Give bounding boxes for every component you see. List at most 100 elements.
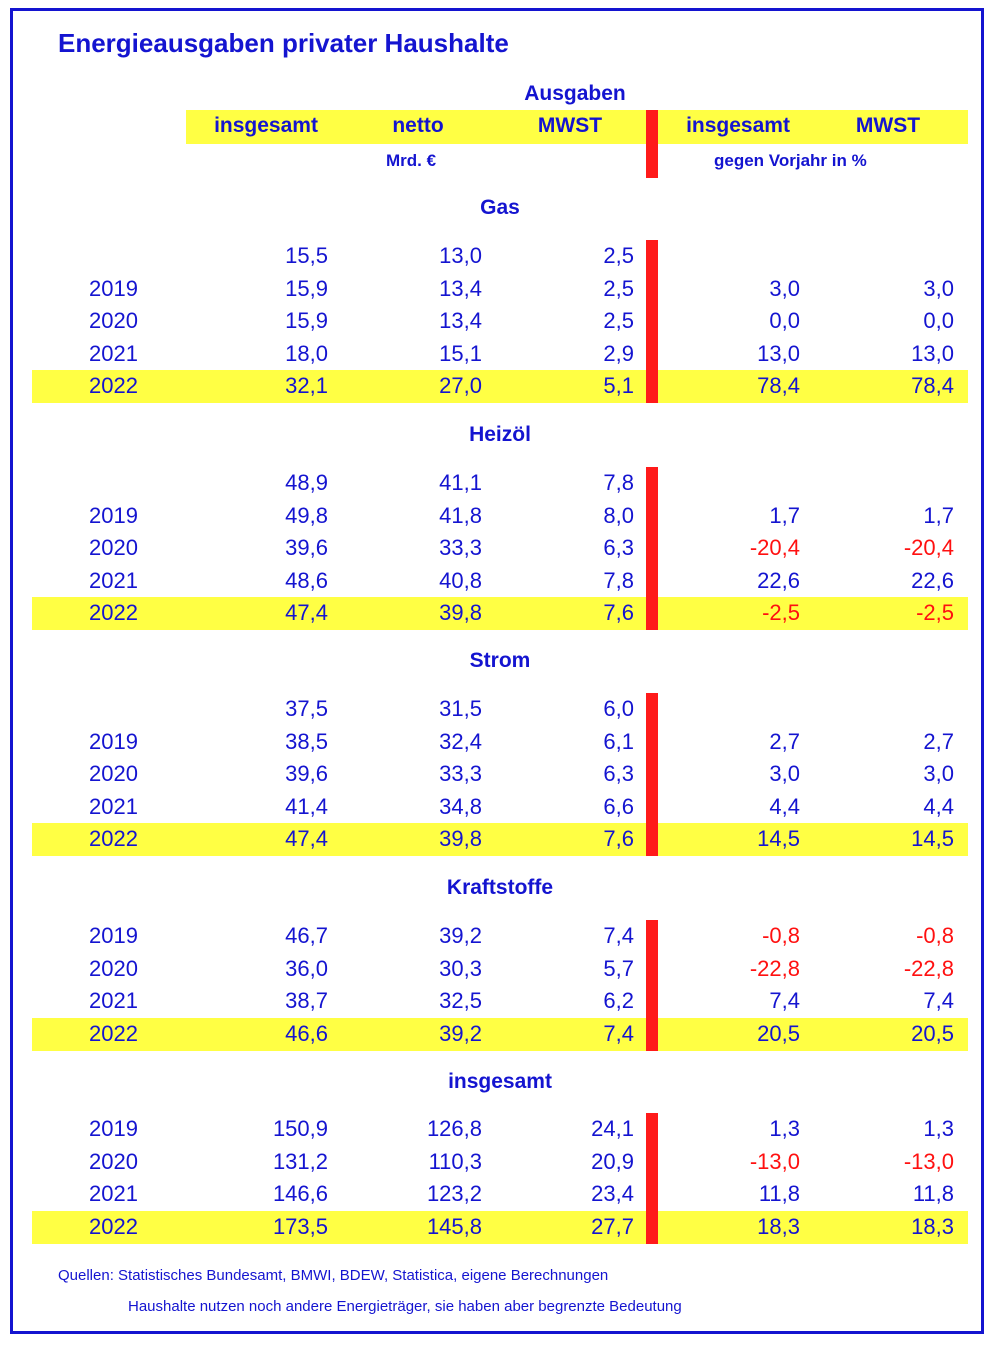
year-cell: 2020 <box>89 535 138 560</box>
table-row: 2020 131,2 110,3 20,9 -13,0 -13,0 <box>0 1146 998 1178</box>
pct-insgesamt-cell: 22,6 <box>757 568 800 593</box>
pct-insgesamt-cell: 2,7 <box>769 729 800 754</box>
insgesamt-cell: 48,6 <box>285 568 328 593</box>
table-row: 15,5 13,0 2,5 <box>0 240 998 272</box>
insgesamt-cell: 32,1 <box>285 373 328 398</box>
table-row: 2021 18,0 15,1 2,9 13,0 13,0 <box>0 338 998 370</box>
netto-cell: 39,2 <box>439 1021 482 1046</box>
year-cell: 2019 <box>89 276 138 301</box>
year-cell: 2020 <box>89 761 138 786</box>
netto-cell: 13,4 <box>439 308 482 333</box>
header-col-mwst: MWST <box>537 114 603 137</box>
highlight-band <box>32 823 968 856</box>
insgesamt-cell: 39,6 <box>285 535 328 560</box>
pct-mwst-cell: -13,0 <box>903 1149 954 1174</box>
highlight-band <box>32 370 968 403</box>
mwst-cell: 7,4 <box>603 1021 634 1046</box>
section-title: Strom <box>469 649 531 672</box>
insgesamt-cell: 150,9 <box>272 1116 328 1141</box>
page-frame <box>10 8 984 1334</box>
pct-insgesamt-cell: -0,8 <box>762 923 800 948</box>
netto-cell: 39,2 <box>439 923 482 948</box>
pct-mwst-cell: 18,3 <box>911 1214 954 1239</box>
table-row: 2022 46,6 39,2 7,4 20,5 20,5 <box>0 1018 998 1050</box>
table-row: 2021 48,6 40,8 7,8 22,6 22,6 <box>0 565 998 597</box>
pct-insgesamt-cell: 1,3 <box>769 1116 800 1141</box>
pct-insgesamt-cell: 11,8 <box>758 1181 800 1206</box>
mwst-cell: 6,3 <box>603 761 634 786</box>
pct-mwst-cell: 0,0 <box>923 308 954 333</box>
mwst-cell: 7,6 <box>603 826 634 851</box>
year-cell: 2019 <box>89 729 138 754</box>
pct-mwst-cell: 13,0 <box>911 341 954 366</box>
divider-bar <box>646 370 658 403</box>
pct-insgesamt-cell: 4,4 <box>769 794 800 819</box>
divider-bar <box>646 693 658 856</box>
insgesamt-cell: 15,9 <box>285 276 328 301</box>
mwst-cell: 2,5 <box>603 243 634 268</box>
pct-insgesamt-cell: 0,0 <box>769 308 800 333</box>
netto-cell: 39,8 <box>439 826 482 851</box>
table-row: 2022 47,4 39,8 7,6 14,5 14,5 <box>0 823 998 855</box>
netto-cell: 123,2 <box>426 1181 482 1206</box>
year-cell: 2021 <box>89 794 138 819</box>
mwst-cell: 2,5 <box>603 308 634 333</box>
mwst-cell: 8,0 <box>603 503 634 528</box>
table-row: 2021 38,7 32,5 6,2 7,4 7,4 <box>0 985 998 1017</box>
pct-mwst-cell: -20,4 <box>903 535 954 560</box>
pct-mwst-cell: 1,7 <box>923 503 954 528</box>
table-row: 2020 39,6 33,3 6,3 3,0 3,0 <box>0 758 998 790</box>
mwst-cell: 5,7 <box>603 956 634 981</box>
insgesamt-cell: 49,8 <box>285 503 328 528</box>
divider-bar <box>646 1113 658 1243</box>
year-cell: 2019 <box>89 1116 138 1141</box>
insgesamt-cell: 173,5 <box>272 1214 328 1239</box>
section-title: insgesamt <box>448 1070 552 1093</box>
section-title: Heizöl <box>469 423 531 446</box>
insgesamt-cell: 36,0 <box>285 956 328 981</box>
insgesamt-cell: 131,2 <box>272 1149 328 1174</box>
insgesamt-cell: 38,7 <box>285 988 328 1013</box>
year-cell: 2021 <box>89 988 138 1013</box>
netto-cell: 33,3 <box>439 761 482 786</box>
netto-cell: 15,1 <box>439 341 482 366</box>
pct-mwst-cell: 1,3 <box>923 1116 954 1141</box>
table-row: 2022 47,4 39,8 7,6 -2,5 -2,5 <box>0 597 998 629</box>
pct-mwst-cell: 78,4 <box>911 373 954 398</box>
year-cell: 2020 <box>89 308 138 333</box>
header-col-pct-insgesamt: insgesamt <box>686 114 790 137</box>
header-divider-bar <box>646 110 658 178</box>
mwst-cell: 7,4 <box>603 923 634 948</box>
mwst-cell: 5,1 <box>603 373 634 398</box>
insgesamt-cell: 41,4 <box>285 794 328 819</box>
table-row: 2019 38,5 32,4 6,1 2,7 2,7 <box>0 726 998 758</box>
divider-bar <box>646 823 658 856</box>
mwst-cell: 6,0 <box>603 696 634 721</box>
insgesamt-cell: 39,6 <box>285 761 328 786</box>
table-row: 2019 15,9 13,4 2,5 3,0 3,0 <box>0 273 998 305</box>
header-col-netto: netto <box>392 114 444 137</box>
year-cell: 2020 <box>89 1149 138 1174</box>
mwst-cell: 24,1 <box>591 1116 634 1141</box>
table-row: 2021 146,6 123,2 23,4 11,8 11,8 <box>0 1178 998 1210</box>
pct-insgesamt-cell: -2,5 <box>762 600 800 625</box>
pct-mwst-cell: 11,8 <box>912 1181 954 1206</box>
table-row: 2020 39,6 33,3 6,3 -20,4 -20,4 <box>0 532 998 564</box>
netto-cell: 30,3 <box>439 956 482 981</box>
mwst-cell: 6,3 <box>603 535 634 560</box>
section-title: Kraftstoffe <box>446 876 554 899</box>
header-group-label: Ausgaben <box>524 82 626 105</box>
year-cell: 2021 <box>89 568 138 593</box>
netto-cell: 110,3 <box>428 1149 482 1174</box>
unit-label-left: Mrd. € <box>386 151 437 170</box>
table-row: 2019 46,7 39,2 7,4 -0,8 -0,8 <box>0 920 998 952</box>
pct-insgesamt-cell: 3,0 <box>769 276 800 301</box>
insgesamt-cell: 47,4 <box>285 826 328 851</box>
pct-mwst-cell: 3,0 <box>923 276 954 301</box>
table-row: 37,5 31,5 6,0 <box>0 693 998 725</box>
pct-mwst-cell: 7,4 <box>923 988 954 1013</box>
pct-insgesamt-cell: 14,5 <box>757 826 800 851</box>
table-row: 2019 49,8 41,8 8,0 1,7 1,7 <box>0 500 998 532</box>
year-cell: 2019 <box>89 503 138 528</box>
insgesamt-cell: 146,6 <box>272 1181 328 1206</box>
